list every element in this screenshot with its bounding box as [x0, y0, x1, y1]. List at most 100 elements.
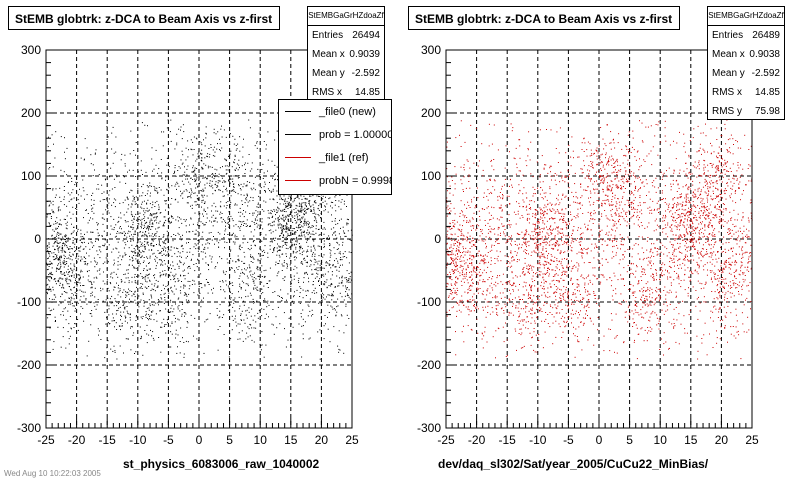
left-data-point [173, 247, 175, 249]
left-data-point [205, 243, 207, 245]
left-data-point [192, 154, 194, 156]
right-data-point [527, 268, 529, 270]
left-data-point [220, 201, 222, 203]
left-data-point [230, 258, 232, 260]
left-data-point [243, 183, 245, 185]
left-data-point [160, 212, 162, 213]
left-data-point [157, 286, 159, 288]
left-data-point [144, 247, 146, 249]
left-data-point [94, 260, 96, 262]
right-data-point [740, 230, 741, 232]
left-data-point [111, 295, 113, 297]
left-data-point [203, 215, 204, 217]
left-data-point [301, 205, 303, 207]
left-data-point [182, 174, 184, 176]
left-data-point [300, 195, 302, 197]
left-data-point [88, 270, 90, 272]
left-data-point [183, 353, 185, 355]
left-data-point [57, 237, 59, 239]
left-data-point [334, 287, 336, 288]
right-data-point [638, 280, 640, 282]
right-data-point [467, 160, 469, 162]
left-data-point [347, 223, 349, 225]
left-data-point [244, 273, 245, 275]
right-data-point [581, 252, 583, 254]
left-data-point [137, 161, 139, 163]
left-data-point [108, 244, 110, 246]
left-data-point [55, 227, 57, 229]
left-data-point [304, 257, 305, 259]
left-data-point [324, 245, 325, 247]
left-data-point [319, 358, 321, 360]
left-data-point [72, 305, 74, 307]
right-data-point [692, 246, 694, 248]
left-data-point [312, 284, 314, 285]
left-data-point [239, 215, 241, 217]
left-data-point [168, 187, 170, 189]
left-data-point [48, 266, 50, 267]
left-data-point [130, 240, 132, 242]
left-data-point [143, 218, 145, 219]
left-data-point [287, 293, 289, 295]
left-data-point [192, 171, 194, 173]
left-data-point [159, 275, 161, 276]
left-data-point [311, 273, 313, 275]
left-data-point [128, 204, 130, 206]
right-data-point [591, 153, 593, 155]
left-data-point [238, 184, 239, 186]
right-data-points [446, 119, 753, 360]
left-data-point [72, 240, 74, 242]
left-data-point [345, 303, 347, 305]
left-data-point [177, 248, 179, 250]
left-data-point [276, 327, 278, 329]
left-data-point [321, 325, 322, 327]
left-data-point [282, 253, 284, 255]
left-data-point [75, 270, 77, 272]
left-data-point [134, 230, 136, 232]
left-data-point [138, 306, 140, 308]
right-data-point [605, 215, 607, 217]
left-data-point [186, 242, 187, 244]
right-data-point [610, 285, 612, 287]
right-data-point [539, 226, 540, 228]
left-data-point [258, 132, 260, 134]
left-data-point [290, 198, 292, 200]
left-data-point [124, 165, 126, 167]
left-data-point [146, 333, 148, 335]
left-data-point [172, 217, 174, 219]
left-data-point [185, 293, 187, 295]
left-data-point [101, 184, 103, 186]
left-data-point [155, 255, 157, 257]
left-data-point [277, 272, 279, 274]
left-data-point [307, 251, 309, 252]
left-data-point [196, 138, 198, 140]
left-data-point [65, 239, 67, 241]
left-data-point [212, 225, 214, 227]
left-data-point [154, 277, 155, 279]
right-data-point [736, 243, 738, 245]
left-data-point [92, 164, 94, 166]
left-data-point [117, 241, 119, 243]
left-data-point [187, 202, 189, 204]
left-data-point [127, 291, 129, 293]
right-data-point [732, 280, 734, 281]
left-data-point [132, 259, 134, 261]
left-data-point [137, 293, 139, 295]
left-data-point [250, 231, 252, 233]
left-data-point [267, 131, 269, 133]
left-data-point [340, 208, 342, 210]
left-data-point [177, 216, 179, 218]
left-data-point [232, 319, 234, 321]
left-data-point [224, 220, 226, 222]
left-data-point [295, 246, 297, 248]
left-data-point [161, 178, 163, 180]
left-data-point [335, 315, 337, 317]
left-data-point [183, 131, 185, 133]
left-data-point [308, 200, 310, 202]
left-data-point [186, 190, 188, 192]
right-data-point [512, 277, 514, 279]
right-data-point [469, 221, 471, 223]
left-data-point [165, 176, 167, 178]
left-data-point [60, 136, 62, 138]
left-data-point [170, 346, 172, 348]
